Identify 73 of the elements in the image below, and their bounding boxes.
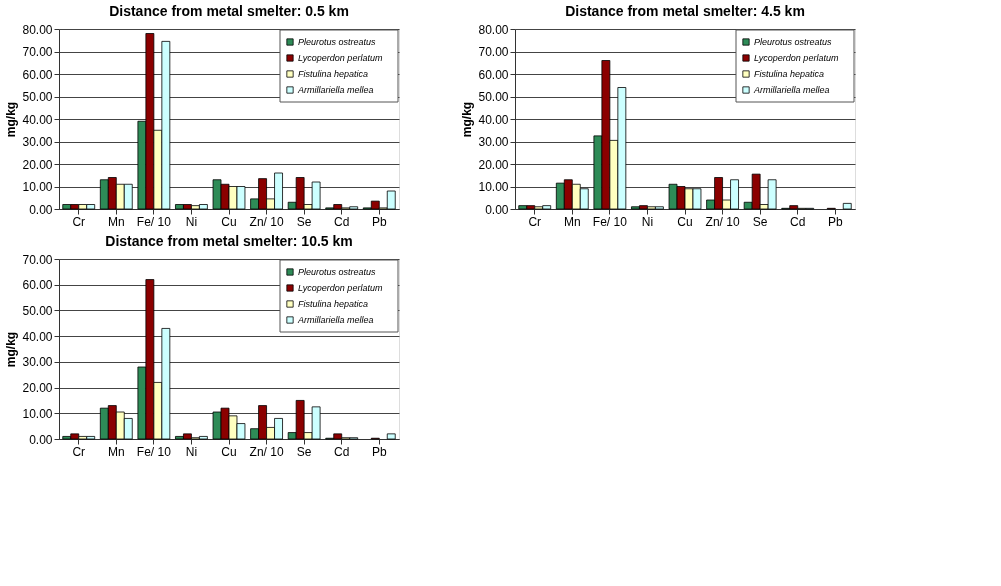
legend-label: Pleurotus ostreatus: [754, 37, 833, 47]
x-tick-label: Cd: [790, 214, 806, 229]
legend-label: Lycoperdon perlatum: [754, 53, 839, 63]
x-tick-label: Ni: [185, 214, 198, 229]
x-tick-label: Se: [752, 214, 768, 229]
x-tick-label: Pb: [371, 214, 387, 229]
chart-title: Distance from metal smelter: 4.5 km: [565, 3, 805, 19]
bar: [386, 433, 396, 440]
x-tick-label: Cr: [72, 444, 86, 459]
x-tick-label: Fe/ 10: [136, 444, 172, 459]
y-tick-label: 60.00: [22, 278, 53, 293]
x-tick-label: Cr: [528, 214, 542, 229]
x-tick-label: Pb: [371, 444, 387, 459]
y-axis-title: mg/kg: [460, 101, 475, 138]
y-tick-label: 30.00: [22, 355, 53, 370]
y-tick-label: 80.00: [22, 22, 53, 37]
legend-label: Lycoperdon perlatum: [298, 283, 383, 293]
y-tick-label: 60.00: [478, 67, 509, 82]
y-tick-label: 0.00: [29, 202, 53, 217]
y-tick-label: 50.00: [22, 90, 53, 104]
y-tick-label: 60.00: [22, 67, 53, 82]
y-tick-label: 20.00: [478, 157, 509, 172]
y-tick-label: 30.00: [22, 135, 53, 149]
x-tick-label: Cu: [221, 214, 237, 229]
legend-label: Pleurotus ostreatus: [298, 37, 377, 47]
chart-title: Distance from metal smelter: 10.5 km: [105, 233, 353, 249]
y-tick-label: 10.00: [478, 180, 509, 194]
y-tick-label: 0.00: [29, 432, 53, 447]
y-axis-title: mg/kg: [4, 101, 19, 138]
y-tick-label: 0.00: [485, 202, 509, 217]
y-tick-label: 20.00: [22, 381, 53, 396]
y-tick-label: 40.00: [22, 112, 53, 127]
x-tick-label: Pb: [827, 214, 843, 229]
x-tick-label: Fe/ 10: [592, 214, 628, 229]
y-tick-label: 10.00: [22, 406, 53, 421]
y-tick-label: 50.00: [22, 303, 53, 318]
bar: [842, 202, 852, 210]
x-tick-label: Se: [296, 444, 312, 459]
x-tick-label: Mn: [563, 214, 581, 229]
x-tick-label: Ni: [641, 214, 654, 229]
legend-label: Armillariella mellea: [297, 85, 374, 95]
y-tick-label: 10.00: [22, 180, 53, 194]
y-tick-label: 70.00: [22, 252, 53, 267]
x-tick-label: Cr: [72, 214, 86, 229]
legend-label: Armillariella mellea: [297, 315, 374, 325]
x-tick-label: Se: [296, 214, 312, 229]
y-tick-label: 40.00: [478, 112, 509, 127]
y-tick-label: 70.00: [478, 45, 509, 59]
chart-title: Distance from metal smelter: 0.5 km: [109, 3, 349, 19]
y-tick-label: 40.00: [22, 329, 53, 344]
x-tick-label: Cd: [334, 444, 350, 459]
x-tick-label: Mn: [107, 214, 125, 229]
y-tick-label: 80.00: [478, 22, 509, 37]
legend-label: Fistulina hepatica: [298, 69, 369, 79]
y-tick-label: 30.00: [478, 135, 509, 149]
y-axis-title: mg/kg: [4, 331, 19, 368]
x-tick-label: Cu: [677, 214, 693, 229]
x-tick-label: Cd: [334, 214, 350, 229]
legend-label: Lycoperdon perlatum: [298, 53, 383, 63]
legend-label: Armillariella mellea: [753, 85, 830, 95]
x-tick-label: Fe/ 10: [136, 214, 172, 229]
y-tick-label: 20.00: [22, 157, 53, 172]
legend-label: Fistulina hepatica: [754, 69, 825, 79]
x-tick-label: Zn/ 10: [705, 214, 740, 229]
x-tick-label: Ni: [185, 444, 198, 459]
x-tick-label: Zn/ 10: [249, 444, 284, 459]
y-tick-label: 70.00: [22, 45, 53, 59]
legend-label: Pleurotus ostreatus: [298, 267, 377, 277]
y-tick-label: 50.00: [478, 90, 509, 104]
x-tick-label: Zn/ 10: [249, 214, 284, 229]
x-tick-label: Mn: [107, 444, 125, 459]
x-tick-label: Cu: [221, 444, 237, 459]
legend-label: Fistulina hepatica: [298, 299, 369, 309]
